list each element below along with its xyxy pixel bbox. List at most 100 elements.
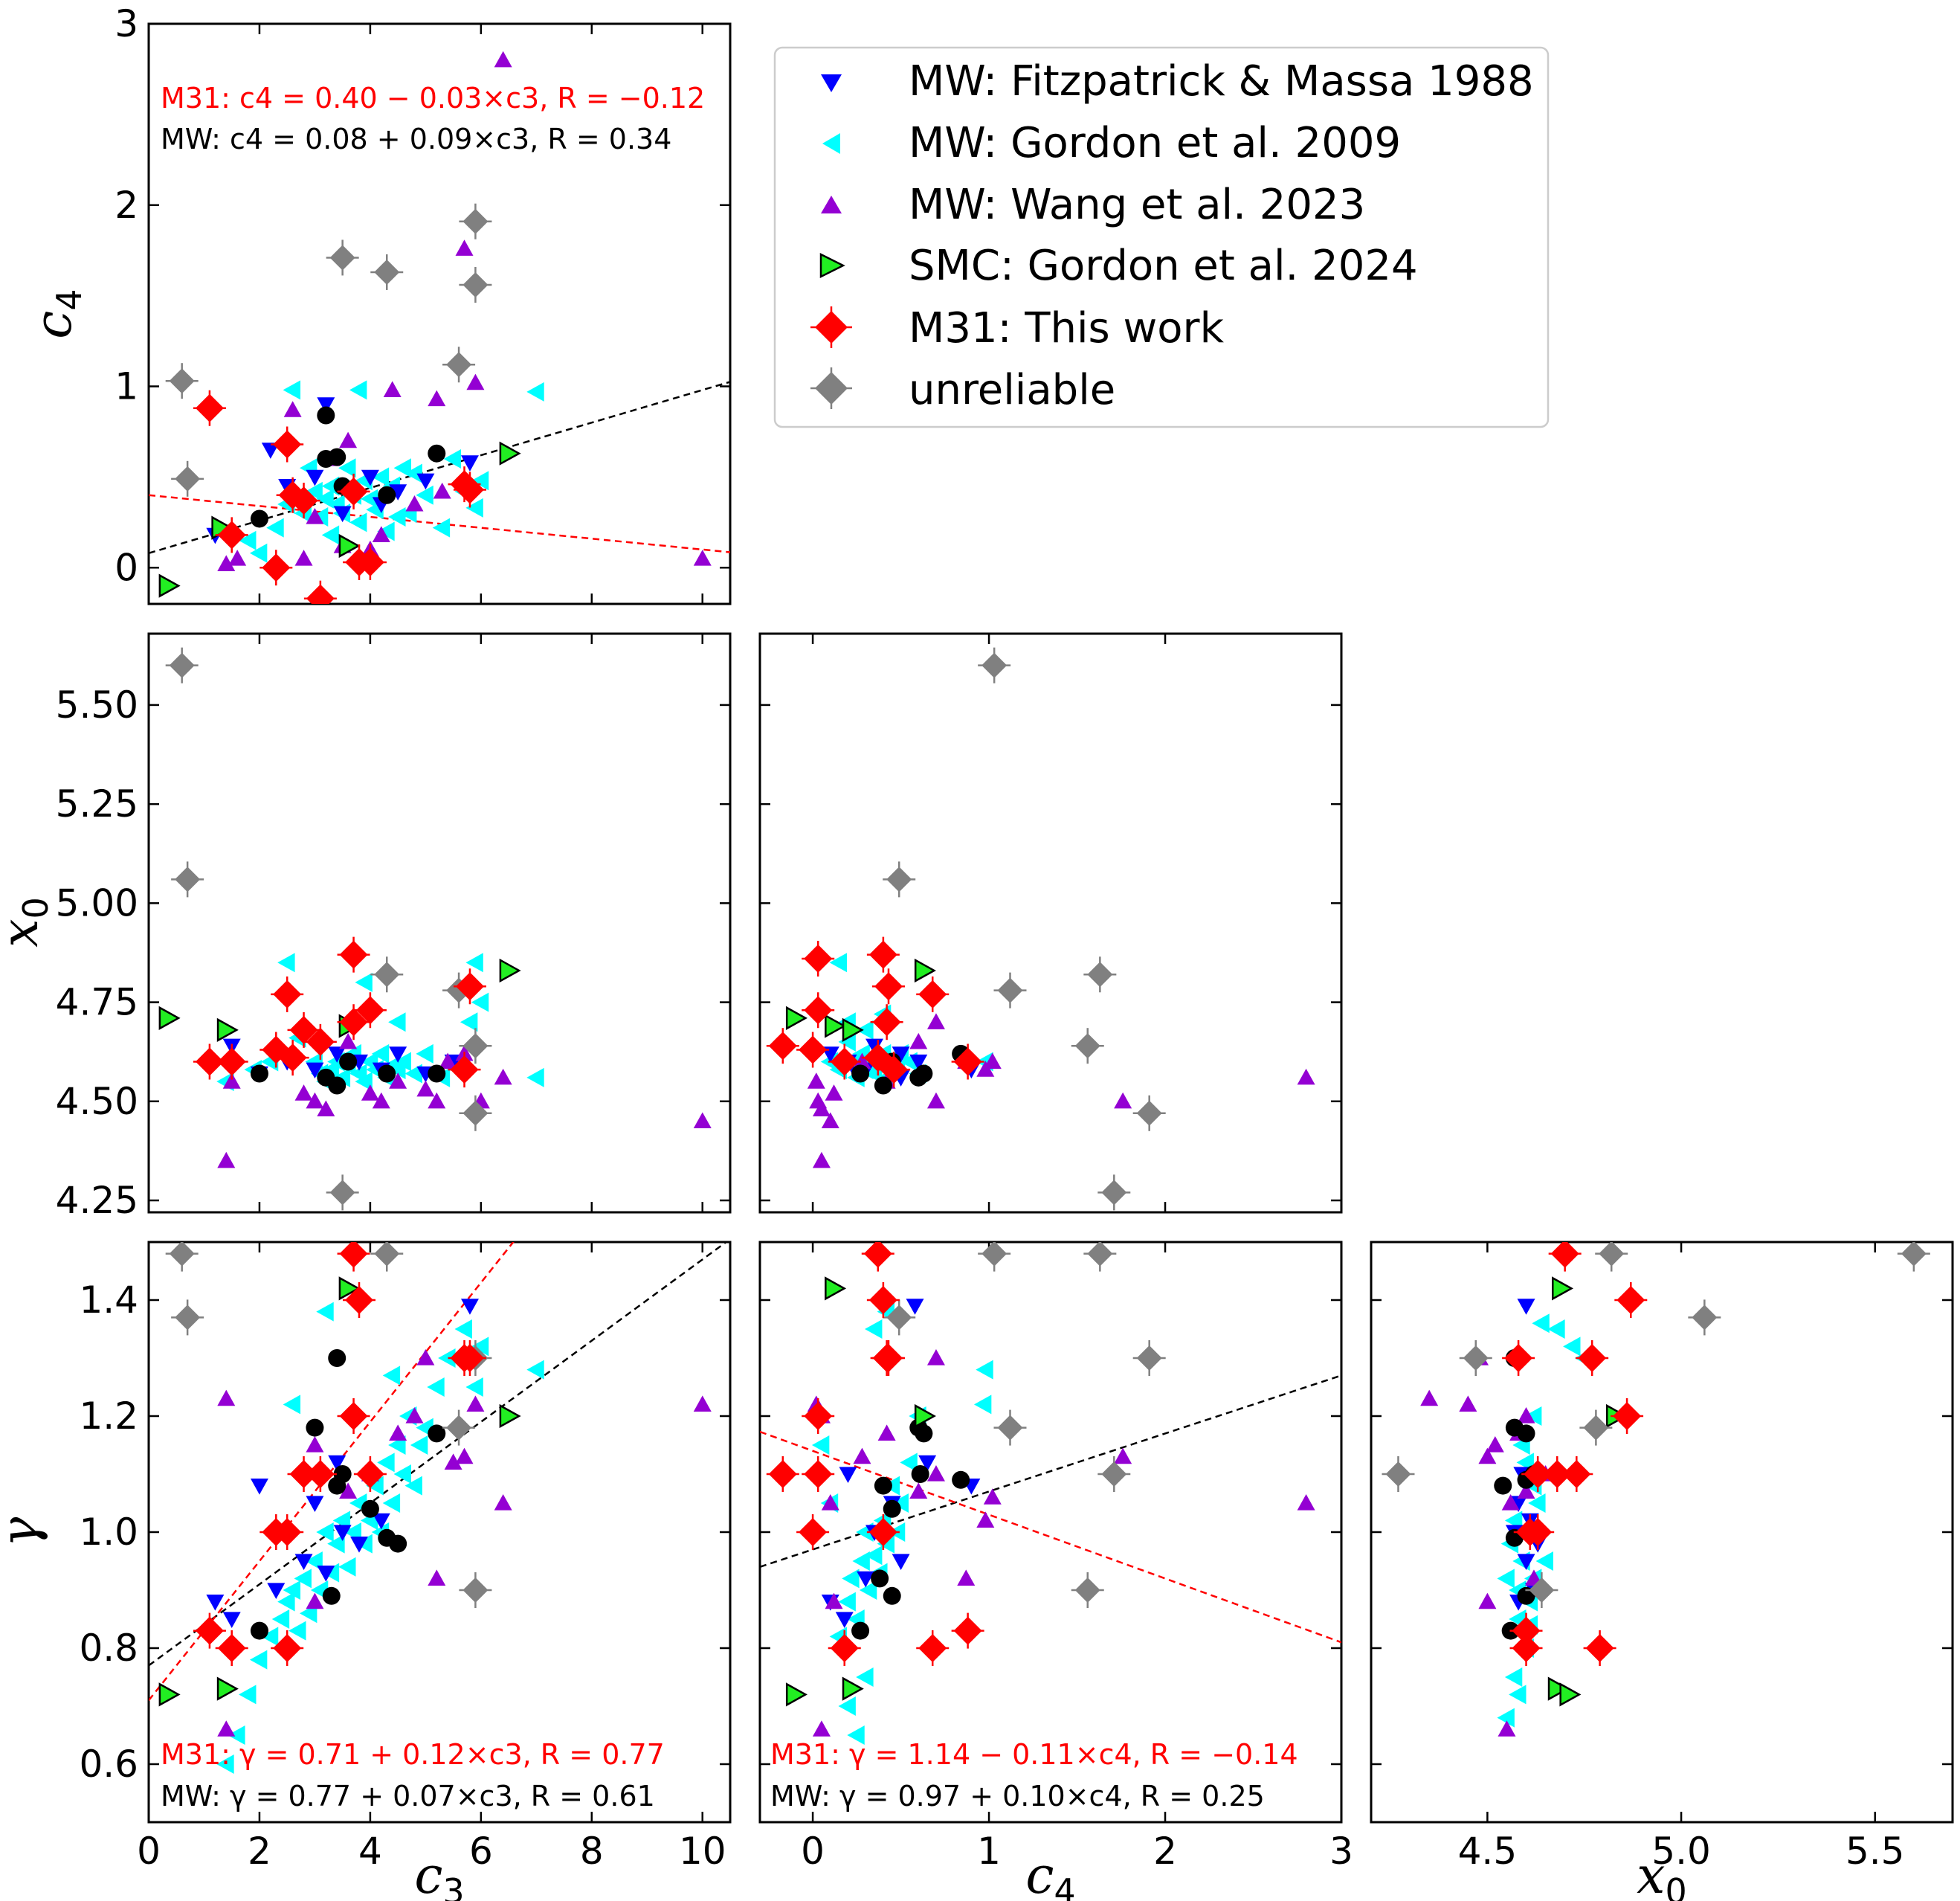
data-point (294, 1084, 313, 1101)
data-point (361, 469, 379, 486)
data-point (217, 1151, 236, 1168)
data-point (374, 962, 400, 988)
data-point (393, 1464, 411, 1484)
data-point (874, 1076, 892, 1095)
data-point (339, 1052, 358, 1071)
x-axis-label-sub: 4 (1054, 1871, 1075, 1901)
data-point (339, 940, 368, 969)
y-tick-label: 4.50 (56, 1080, 138, 1123)
data-point (372, 1092, 390, 1109)
data-point (261, 443, 280, 459)
data-point (460, 1299, 479, 1315)
data-point (976, 1360, 993, 1380)
data-point (462, 1100, 489, 1126)
data-point (799, 1518, 828, 1546)
data-point (1497, 1708, 1515, 1728)
fit-line-m31 (760, 1430, 1341, 1644)
data-point (273, 980, 302, 1009)
data-point (852, 1551, 870, 1571)
x-axis-label-sub: 3 (442, 1871, 464, 1901)
data-point (1578, 1344, 1607, 1372)
x-tick-label: 1 (977, 1830, 1001, 1873)
data-point (909, 1032, 928, 1049)
data-point (306, 508, 324, 524)
legend-entry-m31: M31: This work (810, 304, 1225, 353)
legend-marker-diamond (815, 311, 848, 344)
y-tick-label: 0.6 (79, 1743, 138, 1786)
data-point (1550, 1242, 1579, 1268)
panel-c4-x0 (758, 632, 1343, 1214)
data-point (821, 1112, 839, 1129)
x-axis-label-x0-gamma: x0 (1637, 1847, 1687, 1901)
data-point (877, 1424, 896, 1441)
data-point (825, 1014, 847, 1038)
data-point (1459, 1395, 1477, 1412)
data-c3-x0 (158, 647, 712, 1211)
data-point (863, 1242, 892, 1268)
data-point (455, 239, 474, 256)
data-point (1616, 1286, 1645, 1314)
data-point (338, 1276, 361, 1301)
data-point (432, 518, 451, 538)
data-point (804, 944, 833, 973)
data-point (289, 1460, 318, 1488)
data-c4-x0 (766, 647, 1315, 1211)
data-point (471, 992, 489, 1012)
axes-frame-x0-gamma (1370, 1241, 1954, 1824)
data-point (328, 1349, 346, 1367)
data-point (455, 1344, 484, 1372)
data-point (388, 1012, 406, 1032)
data-point (976, 1511, 995, 1528)
panel-x0-gamma: 4.5 5.0 5.5 x0 (1370, 1241, 1954, 1901)
data-point (228, 550, 247, 566)
data-point (926, 1465, 945, 1482)
data-point (216, 1754, 234, 1774)
data-point (871, 1569, 889, 1588)
data-point (306, 584, 335, 604)
data-point (433, 482, 451, 499)
y-tick-label: 5.25 (56, 782, 138, 826)
data-point (329, 245, 355, 271)
data-point (222, 1612, 241, 1628)
y-tick-label: 0 (115, 546, 138, 589)
data-point (158, 1682, 181, 1707)
data-point (317, 397, 335, 414)
data-point (339, 431, 358, 448)
annotation-c4-gamma-mw: MW: γ = 0.97 + 0.10×c4, R = 0.25 (770, 1780, 1265, 1812)
data-point (317, 1100, 335, 1117)
data-point (868, 1518, 897, 1546)
data-point (416, 1080, 435, 1097)
data-point (372, 1513, 390, 1530)
y-tick-label: 5.50 (56, 683, 138, 727)
data-point (768, 1032, 797, 1061)
data-point (1529, 1577, 1555, 1603)
data-point (1420, 1389, 1439, 1406)
data-point (1517, 1482, 1535, 1499)
data-point (1901, 1242, 1927, 1267)
data-point (416, 1349, 435, 1366)
data-point (266, 518, 284, 538)
data-point (880, 1055, 909, 1084)
data-point (195, 393, 224, 422)
data-x0-gamma (1382, 1242, 1930, 1737)
data-point (339, 1242, 368, 1268)
data-point (1692, 1305, 1718, 1331)
data-point (853, 1447, 871, 1464)
data-point (306, 1027, 335, 1056)
data-point (169, 1242, 195, 1267)
data-point (294, 1569, 312, 1589)
data-point (799, 1035, 828, 1064)
data-point (158, 1006, 181, 1031)
data-point (169, 652, 195, 678)
data-point (216, 1676, 239, 1701)
data-point (1498, 1720, 1516, 1737)
data-point (366, 1476, 384, 1496)
data-point (339, 1032, 358, 1049)
data-point (175, 466, 201, 492)
y-tick-label: 1.0 (79, 1511, 138, 1554)
data-point (378, 1064, 396, 1083)
data-point (216, 1017, 239, 1043)
data-point (277, 953, 295, 973)
data-point (277, 1592, 295, 1612)
data-point (416, 1043, 433, 1064)
